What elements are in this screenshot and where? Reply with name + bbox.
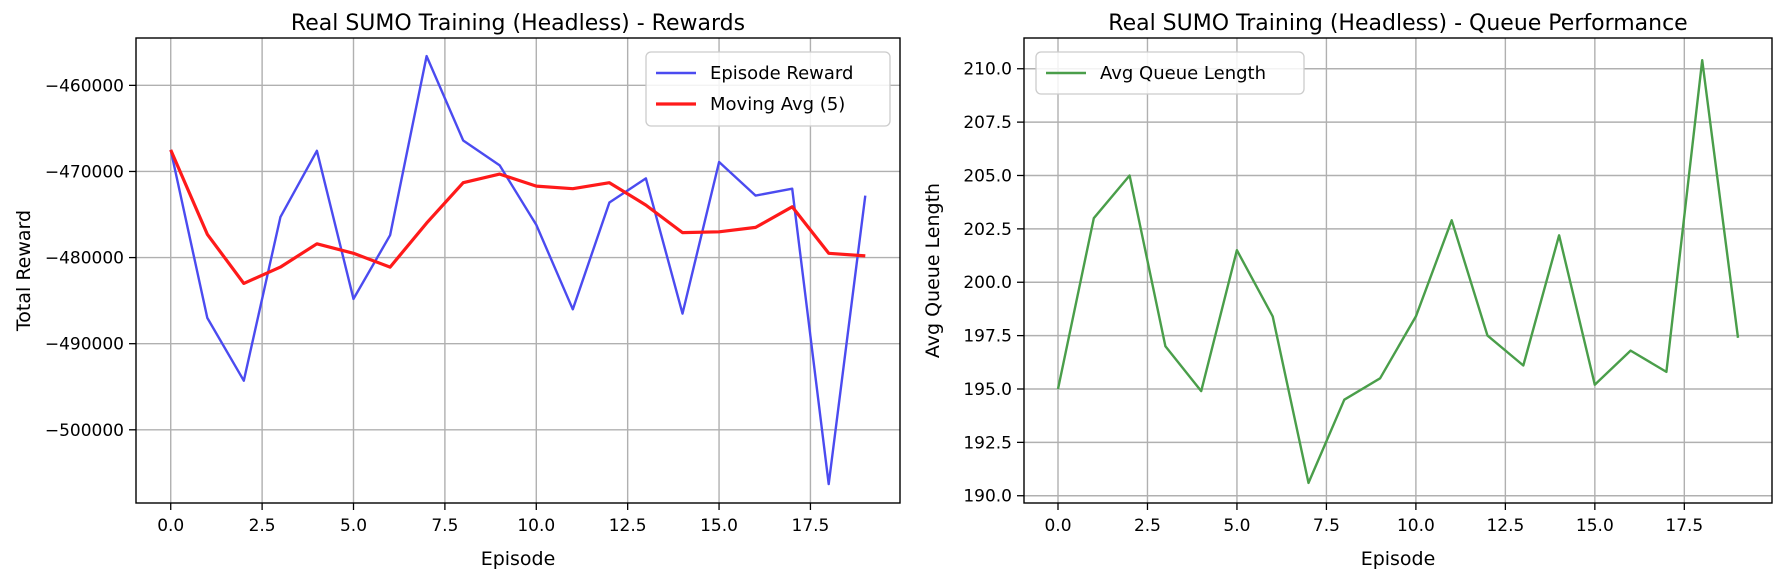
- x-tick-label: 17.5: [1665, 516, 1703, 536]
- x-tick-label: 2.5: [249, 516, 276, 536]
- series-line-moving-avg-5: [169, 149, 866, 285]
- x-tick-label: 15.0: [1576, 516, 1614, 536]
- rewards-chart: 0.0 2.5 5.0 7.5 10.0 12.5 15.0 17.5 −500000 −4900…: [13, 11, 901, 570]
- x-tick-label: 10.0: [1397, 516, 1435, 536]
- x-tick-label: 12.5: [1486, 516, 1524, 536]
- y-tick-label: 207.5: [963, 113, 1012, 133]
- x-tick-label: 7.5: [431, 516, 458, 536]
- y-axis-label: Avg Queue Length: [922, 183, 944, 358]
- y-tick-label: −500000: [45, 421, 124, 441]
- legend-label-moving-avg-5: Moving Avg (5): [710, 94, 845, 115]
- legend: Avg Queue Length: [1035, 51, 1305, 95]
- y-tick-label: 210.0: [963, 60, 1012, 80]
- axes-frame: [1023, 37, 1773, 504]
- x-tick-label: 5.0: [1223, 516, 1250, 536]
- y-tick-label: 195.0: [963, 380, 1012, 400]
- x-tick-label: 0.0: [157, 516, 184, 536]
- x-axis-label: Episode: [481, 548, 556, 570]
- x-tick-label: 7.5: [1313, 516, 1340, 536]
- y-tick-label: 192.5: [963, 433, 1012, 453]
- y-tick-label: −460000: [45, 76, 124, 96]
- y-tick-label: 205.0: [963, 166, 1012, 186]
- legend-box: [1035, 51, 1305, 95]
- y-tick-label: −470000: [45, 162, 124, 182]
- x-tick-label: 5.0: [340, 516, 367, 536]
- chart-title: Real SUMO Training (Headless) - Rewards: [291, 11, 745, 36]
- legend-label-avg-queue-length: Avg Queue Length: [1100, 63, 1266, 84]
- series-line-avg-queue-length: [1056, 59, 1740, 485]
- x-tick-label: 2.5: [1134, 516, 1161, 536]
- x-tick-label: 10.0: [517, 516, 555, 536]
- y-tick-label: 190.0: [963, 487, 1012, 507]
- queue-performance-chart: 0.0 2.5 5.0 7.5 10.0 12.5 15.0 17.5 190.0 192.5 19…: [922, 11, 1773, 570]
- x-tick-label: 17.5: [792, 516, 830, 536]
- x-tick-label: 12.5: [609, 516, 647, 536]
- x-tick-label: 0.0: [1044, 516, 1071, 536]
- y-axis-label: Total Reward: [13, 210, 35, 332]
- axes-frame: [135, 37, 901, 504]
- series-line-episode-reward: [169, 54, 867, 486]
- y-tick-label: −480000: [45, 249, 124, 269]
- y-tick-label: 200.0: [963, 273, 1012, 293]
- chart-title: Real SUMO Training (Headless) - Queue Pe…: [1108, 11, 1687, 36]
- y-tick-label: −490000: [45, 335, 124, 355]
- legend-box: [645, 51, 891, 127]
- y-tick-label: 202.5: [963, 220, 1012, 240]
- legend: Episode Reward Moving Avg (5): [645, 51, 891, 127]
- x-tick-label: 15.0: [700, 516, 738, 536]
- legend-label-episode-reward: Episode Reward: [710, 63, 853, 84]
- x-axis-label: Episode: [1361, 548, 1436, 570]
- y-tick-label: 197.5: [963, 327, 1012, 347]
